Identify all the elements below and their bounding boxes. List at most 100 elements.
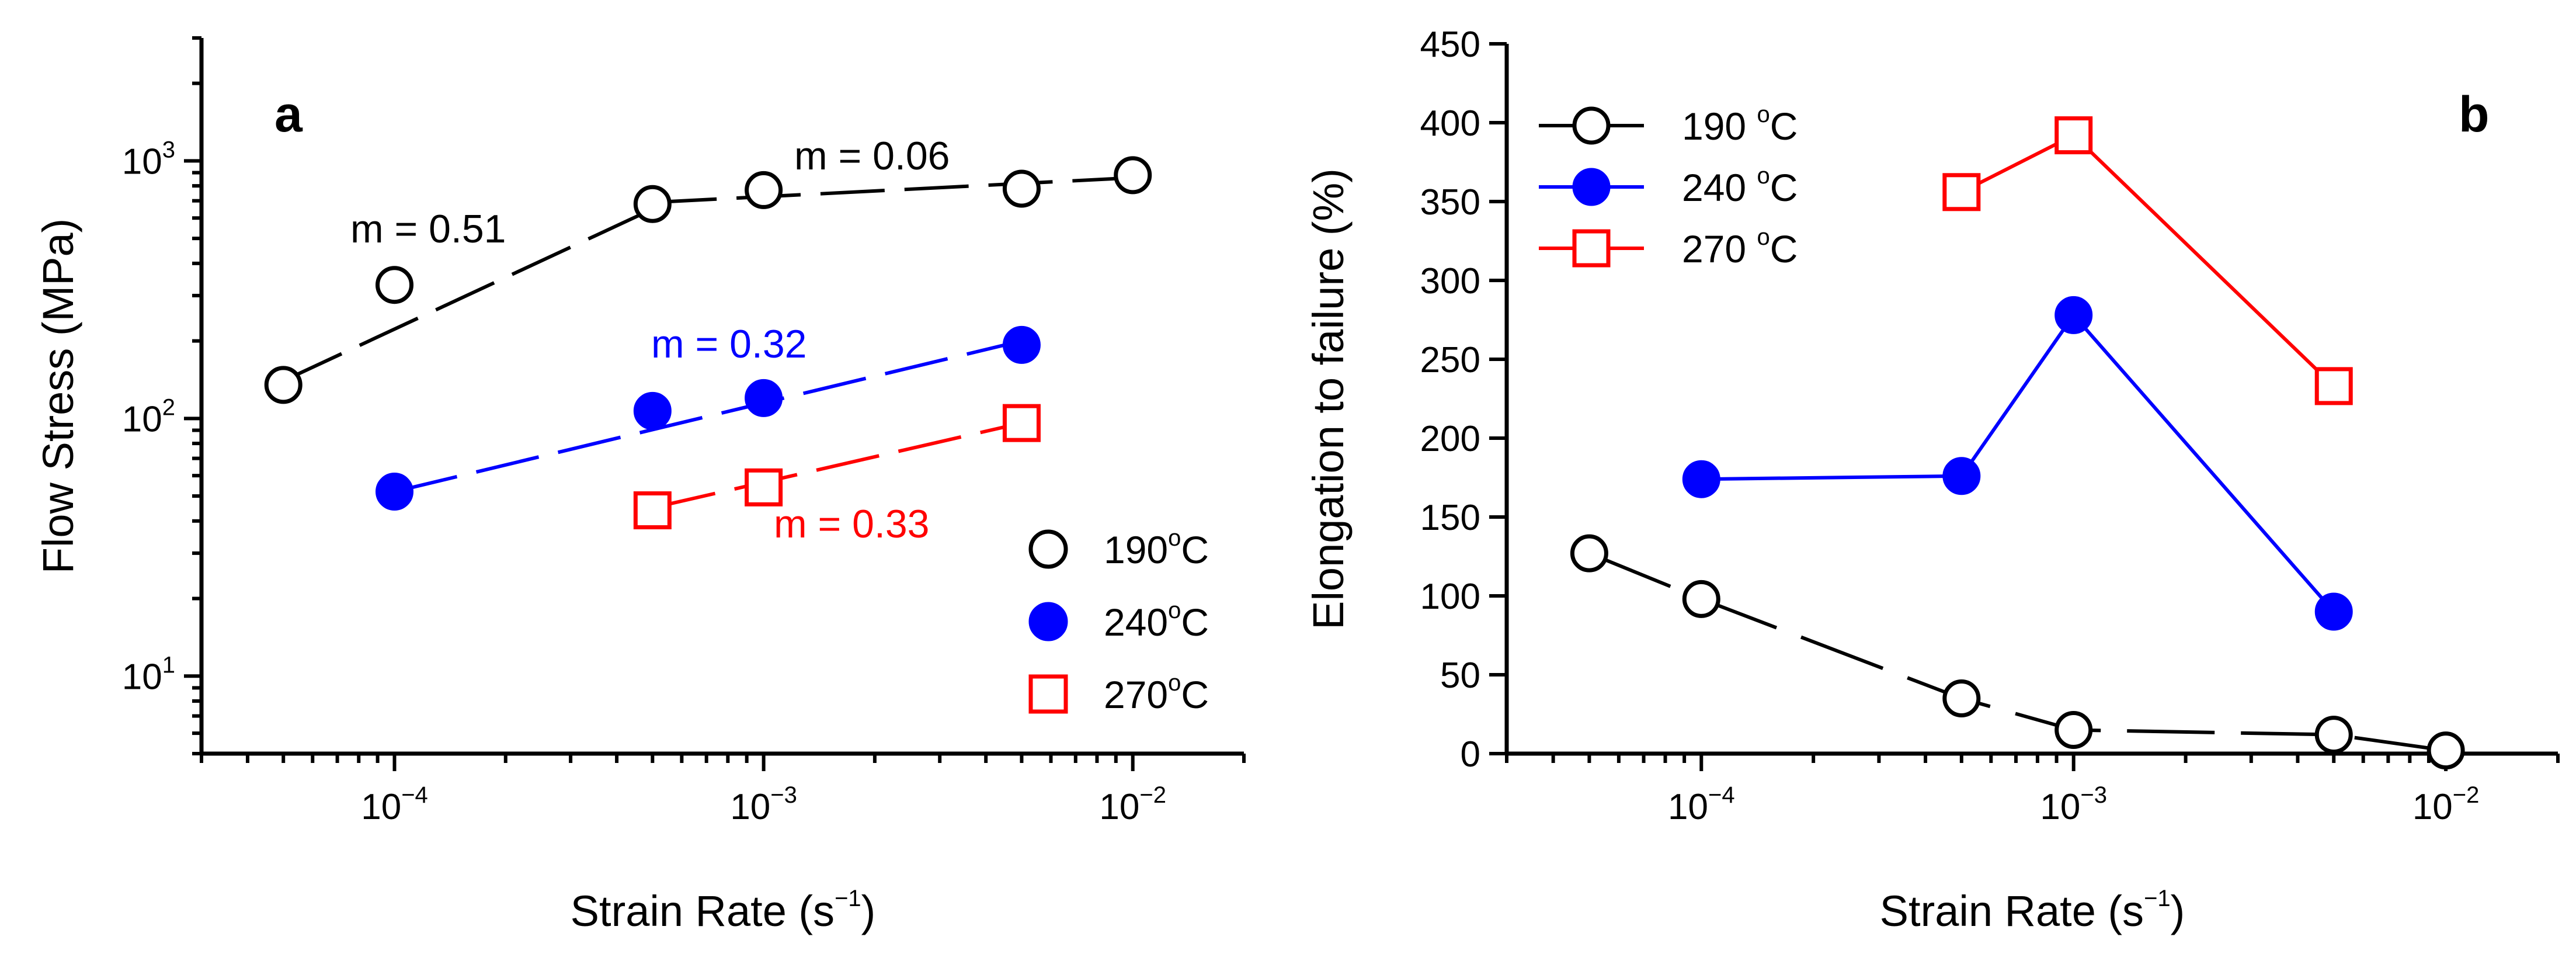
panel-a-series-0-point-0: [264, 366, 303, 404]
legend-num: 270: [1104, 673, 1168, 716]
panel-a-legend-label-1: 240oC: [1104, 598, 1209, 644]
legend-num: 240: [1104, 601, 1168, 644]
panel-a-series-0-point-1: [376, 266, 414, 304]
panel-b-x-tick-label-1: 10−3: [2040, 782, 2107, 827]
legend-degree: o: [1168, 598, 1181, 623]
panel-a-x-tick-label-2: 10−2: [1099, 782, 1166, 827]
panel-b-series-line-0: [1588, 551, 2446, 752]
legend-degree: o: [1168, 670, 1181, 696]
fit-line-1: [652, 176, 1133, 204]
panel-b-legend-marker-0: [1572, 106, 1611, 145]
panel-a-legend-label-2: 270oC: [1104, 670, 1209, 716]
legend-num: 240: [1682, 166, 1757, 209]
panel-a-y-tick-label-2-exp: 3: [162, 137, 175, 162]
panel-a-x-tick-label-0-base: 10: [361, 787, 401, 827]
panel-b-legend-label-2: 270 oC: [1682, 224, 1798, 270]
panel-b-legend-marker-1: [1572, 168, 1611, 206]
panel-b-x-title: Strain Rate (s−1): [1880, 886, 2185, 935]
panel-b: b Elongation to failure (%) Strain Rate …: [1304, 25, 2560, 935]
panel-a-markers: [264, 156, 1152, 530]
panel-b-series-1-point-1: [1942, 457, 1981, 495]
panel-b-series-2-point-1: [2054, 116, 2093, 155]
panel-a-x-tick-label-1: 10−3: [730, 782, 797, 827]
panel-b-x-tick-label-2-exp: −2: [2453, 782, 2480, 808]
panel-b-y-tick-label-0: 0: [1461, 734, 1480, 775]
legend-degree: o: [1757, 224, 1770, 250]
panel-b-series-1-point-2: [2054, 296, 2093, 334]
panel-b-series-0-point-2: [1942, 679, 1981, 717]
panel-a-y-tick-label-1-base: 10: [122, 399, 162, 439]
panel-a: a Flow Stress (MPa) Strain Rate (s−1) 10…: [34, 36, 1246, 935]
panel-b-series-line-2: [1960, 133, 2335, 388]
panel-b-series-line-1: [1701, 312, 2335, 613]
panel-a-series-0-point-4: [1002, 169, 1041, 208]
legend-degree: o: [1757, 163, 1770, 189]
panel-a-series-2-point-2: [1002, 404, 1041, 442]
panel-a-y-tick-label-0-base: 10: [122, 657, 162, 697]
panel-a-legend-label-0: 190oC: [1104, 525, 1209, 571]
panel-a-x-tick-label-1-exp: −3: [770, 782, 797, 808]
legend-degree: o: [1757, 102, 1770, 127]
panel-a-series-1-point-1: [633, 391, 672, 430]
annotation-m-033: m = 0.33: [774, 502, 930, 546]
annotation-m-032: m = 0.32: [651, 322, 807, 366]
annotation-m-051: m = 0.51: [350, 207, 506, 251]
panel-a-y-tick-label-2: 103: [122, 137, 175, 182]
panel-a-x-title-main: Strain Rate (s: [571, 887, 835, 935]
panel-b-series-0-point-5: [2426, 731, 2465, 770]
fit-line-2: [394, 339, 1023, 494]
panel-b-y-tick-label-2: 100: [1420, 577, 1480, 617]
panel-b-x-tick-label-0-base: 10: [1668, 787, 1708, 827]
panel-a-series-1-point-3: [1002, 325, 1041, 364]
panel-a-x-title-close: ): [861, 887, 876, 935]
panel-b-series-2-point-0: [1942, 173, 1981, 211]
legend-unit: C: [1770, 166, 1798, 209]
legend-unit: C: [1181, 601, 1209, 644]
panel-b-legend-marker-2: [1572, 229, 1611, 268]
panel-a-legend-marker-0: [1028, 529, 1068, 569]
panel-b-series-1-point-3: [2314, 592, 2353, 631]
panel-a-y-tick-label-1-exp: 2: [162, 394, 175, 420]
panel-a-x-title: Strain Rate (s−1): [571, 886, 876, 935]
fit-line-0: [282, 207, 653, 383]
panel-a-legend-marker-1: [1028, 602, 1068, 641]
panel-a-y-tick-label-1: 102: [122, 394, 175, 439]
panel-a-x-tick-label-2-exp: −2: [1139, 782, 1166, 808]
legend-unit: C: [1770, 227, 1798, 270]
panel-b-y-tick-label-1: 50: [1440, 655, 1480, 696]
panel-b-y-tick-label-6: 300: [1420, 261, 1480, 301]
panel-a-series-2-point-0: [633, 491, 672, 530]
panel-b-series-0-point-1: [1682, 580, 1720, 618]
panel-a-y-tick-label-0-exp: 1: [162, 652, 175, 678]
panel-a-x-tick-label-1-base: 10: [730, 787, 770, 827]
panel-b-y-tick-label-3: 150: [1420, 498, 1480, 538]
legend-unit: C: [1181, 673, 1209, 716]
panel-a-x-title-exp: −1: [835, 886, 861, 911]
panel-b-y-tick-label-4: 200: [1420, 419, 1480, 459]
panel-b-y-tick-label-8: 400: [1420, 103, 1480, 144]
panel-a-fit-lines: [282, 176, 1133, 510]
panel-b-x-title-exp: −1: [2144, 886, 2171, 911]
panel-b-legend-label-1: 240 oC: [1682, 163, 1798, 209]
panel-b-y-tick-label-9: 450: [1420, 25, 1480, 65]
annotation-m-006: m = 0.06: [794, 134, 950, 178]
panel-b-y-tick-label-7: 350: [1420, 182, 1480, 223]
panel-b-series-0-point-3: [2054, 711, 2093, 749]
panel-b-series-2-point-2: [2314, 367, 2353, 405]
panel-b-series-0-point-0: [1570, 534, 1608, 573]
panel-b-y-tick-label-5: 250: [1420, 340, 1480, 380]
panel-a-x-tick-label-0-exp: −4: [401, 782, 428, 808]
panel-a-legend-marker-2: [1028, 674, 1068, 714]
panel-a-series-2-point-1: [745, 468, 783, 507]
panel-b-series-0-point-4: [2314, 716, 2353, 754]
legend-degree: o: [1168, 525, 1181, 551]
panel-b-x-tick-label-2: 10−2: [2412, 782, 2480, 827]
panel-a-series-0-point-2: [633, 185, 672, 223]
panel-a-series-1-point-0: [376, 473, 414, 511]
fit-line-3: [652, 421, 1023, 510]
panel-a-series-0-point-3: [745, 171, 783, 209]
